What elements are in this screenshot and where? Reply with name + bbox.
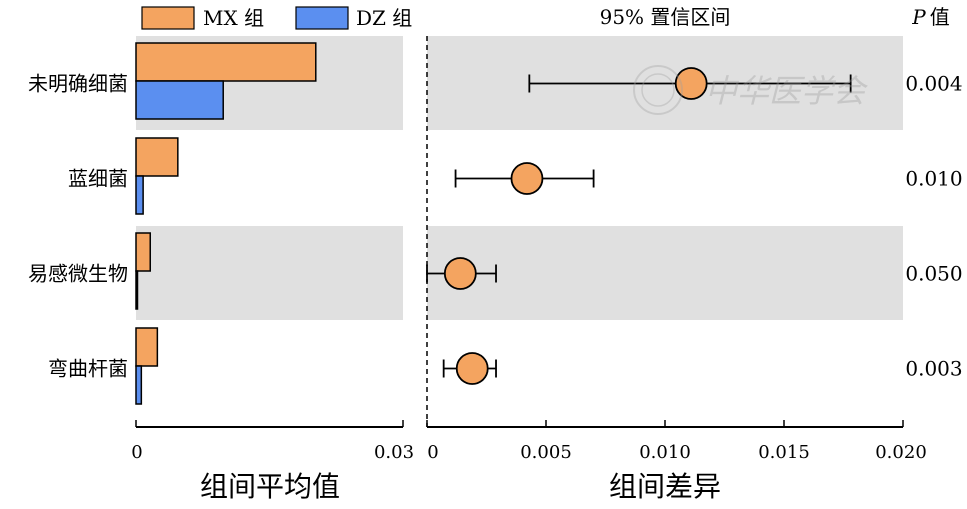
ci-title: 95% 置信区间 [600,5,731,29]
bar-dz [135,270,139,310]
category-label: 蓝细菌 [68,167,128,191]
p-header-text: 值 [930,5,950,29]
p-values: 0.004 0.010 0.050 0.003 [905,72,962,381]
right-tick-label: 0.005 [520,442,572,463]
right-axis-ticks: 0 0.005 0.010 0.015 0.020 [426,420,927,463]
legend: MX 组 DZ 组 [141,6,412,30]
watermark-seal-inner [641,73,675,107]
legend-swatch-dz [295,6,349,30]
bar-dz [135,365,143,405]
ci-point [674,67,708,100]
ci-marks [426,67,852,385]
p-value: 0.003 [905,357,962,381]
left-x-axis: 0 0.03 组间平均值 [131,420,414,503]
left-tick-label-0: 0 [131,442,142,463]
bar-dz [135,175,144,215]
category-label: 易感微生物 [28,262,128,286]
bar-mx [135,232,151,272]
category-label: 未明确细菌 [28,72,128,96]
category-label: 弯曲杆菌 [48,357,128,381]
right-x-axis-title: 组间差异 [609,470,721,503]
p-symbol: P [911,5,926,29]
p-value: 0.004 [905,72,962,96]
left-x-axis-title: 组间平均值 [200,470,340,503]
left-tick-label-003: 0.03 [374,442,414,463]
ci-point [455,352,489,385]
legend-label-mx: MX 组 [203,6,264,30]
stripe-left [136,226,403,320]
legend-swatch-mx [141,6,195,30]
right-tick-label: 0.010 [639,442,691,463]
legend-label-dz: DZ 组 [356,6,412,30]
ci-point [443,257,477,290]
right-tick-label: 0.015 [758,442,810,463]
bar-mx [135,327,159,367]
bar-dz [135,80,224,120]
watermark-text: 中华医学会 [705,72,868,110]
bar-marks [135,42,317,405]
p-value: 0.010 [905,167,962,191]
stripe-right [427,226,903,320]
ci-point [510,162,544,195]
right-x-axis: 0 0.005 0.010 0.015 0.020 组间差异 [426,36,927,503]
bar-mx [135,42,317,82]
right-tick-label: 0.020 [875,442,927,463]
right-tick-label: 0 [427,442,438,463]
bar-mx [135,137,179,177]
p-value: 0.050 [905,262,962,286]
watermark-seal [633,65,683,115]
watermark: 中华医学会 [633,65,868,115]
